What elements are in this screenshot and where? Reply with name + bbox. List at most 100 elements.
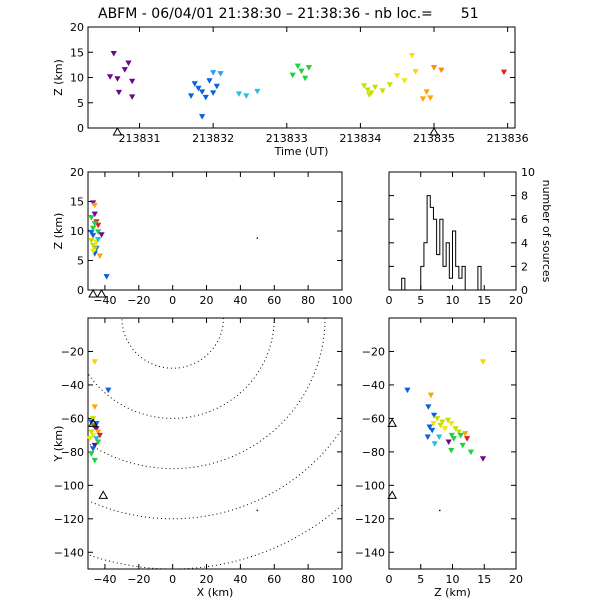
time-height-point bbox=[379, 88, 386, 94]
plan-view-point bbox=[95, 429, 102, 435]
z-y-point bbox=[425, 404, 432, 410]
time-height-point bbox=[191, 81, 198, 87]
station-marker bbox=[112, 126, 123, 136]
z_y-ytick-label: −80 bbox=[362, 446, 385, 459]
x-height-point bbox=[98, 232, 105, 238]
x-height-point bbox=[89, 248, 97, 255]
plan_view-xtick-label: 40 bbox=[233, 573, 247, 586]
z-y-point bbox=[426, 424, 433, 430]
time-height-point bbox=[243, 93, 250, 99]
plan_view-xtick-label: 100 bbox=[332, 573, 353, 586]
z_y-xtick-label: 10 bbox=[446, 573, 460, 586]
time-height-point bbox=[401, 78, 408, 84]
time-height-point bbox=[372, 84, 379, 91]
z_y-ytick-label: −40 bbox=[362, 379, 385, 392]
z-y-point bbox=[455, 429, 462, 435]
range-rings bbox=[88, 318, 342, 569]
histogram-xtick-label: 5 bbox=[417, 294, 424, 307]
z-y-point bbox=[463, 436, 471, 442]
station-marker bbox=[96, 288, 107, 298]
title-count: 51 bbox=[461, 6, 479, 22]
time_height-xtick-label: 213836 bbox=[487, 132, 529, 145]
plan_view-ytick-label: −40 bbox=[61, 379, 84, 392]
time-height-point bbox=[210, 70, 217, 76]
x-height-point bbox=[88, 215, 95, 221]
x-height-point bbox=[256, 237, 259, 239]
station-marker bbox=[429, 126, 439, 136]
plan-view-point bbox=[91, 404, 98, 410]
plan_view-xtick-label: 20 bbox=[200, 573, 214, 586]
z_y-xlabel: Z (km) bbox=[434, 586, 471, 599]
plan_view-ytick-label: −100 bbox=[54, 479, 84, 492]
x-height-point bbox=[91, 221, 98, 227]
x_height-xtick-label: 60 bbox=[267, 294, 281, 307]
plan-view-point bbox=[88, 451, 95, 457]
time-height-point bbox=[202, 94, 209, 101]
time_height-xtick-label: 213832 bbox=[192, 132, 234, 145]
x_height-ytick-label: 15 bbox=[70, 196, 84, 209]
histogram-xtick-label: 15 bbox=[477, 294, 491, 307]
time-height-point bbox=[366, 92, 373, 98]
z-y-point bbox=[430, 421, 437, 427]
time-height-point bbox=[438, 67, 445, 74]
plan-view-panel: −40 −20 0 20 40 60 80 100−140−120−100−80−60−40−… bbox=[52, 317, 353, 599]
time_height-ytick-label: 10 bbox=[70, 72, 84, 85]
plan_view-ylabel: Y (km) bbox=[52, 426, 65, 463]
x-height-point bbox=[89, 225, 97, 232]
z-y-point bbox=[429, 427, 436, 434]
z-y-point bbox=[437, 422, 444, 429]
plan_view-xtick-label: −40 bbox=[93, 573, 116, 586]
station-marker bbox=[88, 288, 98, 298]
time-height-point bbox=[195, 85, 202, 92]
time-height-point bbox=[121, 67, 128, 73]
plan-view-point bbox=[89, 432, 97, 439]
z_y-ytick-label: −120 bbox=[355, 513, 385, 526]
plan_view-ytick-label: −20 bbox=[61, 345, 84, 358]
z-y-point bbox=[436, 434, 443, 441]
time_height-frame bbox=[87, 26, 516, 129]
plan-view-point bbox=[91, 359, 98, 365]
figure-title: ABFM - 06/04/01 21:38:30 – 21:38:36 - nb… bbox=[98, 6, 479, 22]
plan_view-xtick-label: 0 bbox=[169, 573, 176, 586]
x_height-xtick-label: 80 bbox=[301, 294, 315, 307]
z-y-point bbox=[452, 426, 459, 432]
time-height-point bbox=[394, 73, 401, 79]
z-y-point bbox=[448, 447, 455, 454]
time-height-point bbox=[235, 91, 243, 97]
station-marker bbox=[387, 418, 398, 427]
plan-view-point bbox=[86, 436, 93, 442]
z-y-point bbox=[441, 426, 448, 432]
x_height-xtick-label: 20 bbox=[200, 294, 214, 307]
x_height-ytick-label: 5 bbox=[77, 255, 84, 268]
time-height-point bbox=[217, 71, 224, 77]
z-y-point bbox=[479, 359, 487, 365]
z-y-point bbox=[479, 456, 487, 462]
plan-view-point bbox=[89, 446, 97, 452]
title-prefix: ABFM bbox=[98, 6, 137, 22]
time-height-point bbox=[106, 74, 114, 80]
time-height-point bbox=[198, 89, 206, 95]
time_height-xtick-label: 213835 bbox=[413, 132, 455, 145]
plan-view-point bbox=[105, 387, 112, 394]
time-height-point bbox=[500, 69, 508, 76]
z_y-xtick-label: 15 bbox=[477, 573, 491, 586]
histogram-xtick-label: 0 bbox=[386, 294, 393, 307]
time-height-point bbox=[423, 89, 430, 95]
histogram-ytick-label: 4 bbox=[521, 237, 528, 250]
z_y-frame bbox=[388, 317, 517, 570]
x_height-xtick-label: 0 bbox=[169, 294, 176, 307]
time-height-point bbox=[412, 69, 419, 75]
x-height-point bbox=[103, 274, 110, 280]
plan-view-point bbox=[91, 457, 98, 464]
time-height-point bbox=[129, 94, 136, 100]
z_y-xtick-label: 5 bbox=[417, 573, 424, 586]
histogram-ytick-label: 2 bbox=[521, 260, 528, 273]
histogram-ytick-label: 10 bbox=[521, 166, 535, 179]
x_height-ylabel: Z (km) bbox=[52, 213, 65, 250]
time-height-point bbox=[114, 76, 121, 82]
x_height-xtick-label: 40 bbox=[233, 294, 247, 307]
z_y-xtick-label: 0 bbox=[386, 573, 393, 586]
